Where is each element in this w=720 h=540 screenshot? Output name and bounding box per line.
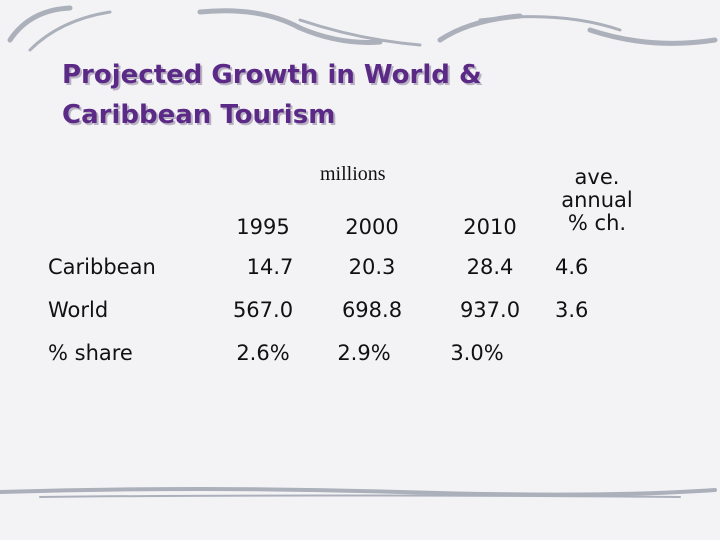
row-label: World xyxy=(48,298,109,322)
row-label: % share xyxy=(48,341,133,365)
header-line: ave. xyxy=(574,165,620,189)
cell: 2.6% xyxy=(236,341,290,365)
cell: 28.4 xyxy=(466,255,514,279)
cell: 3.6 xyxy=(555,298,589,322)
cell: 2.9% xyxy=(337,341,391,365)
row-label: Caribbean xyxy=(48,255,156,279)
cell: 14.7 xyxy=(246,255,294,279)
header-line: annual xyxy=(561,188,633,212)
header-cell: ave. annual % ch. xyxy=(561,166,633,235)
header-line: % ch. xyxy=(567,211,627,235)
unit-label: millions xyxy=(320,163,386,185)
header-cell: 2000 xyxy=(345,215,399,239)
cell: 937.0 xyxy=(459,298,521,322)
cell: 4.6 xyxy=(555,255,589,279)
cell: 698.8 xyxy=(341,298,403,322)
title-line: Caribbean Tourism xyxy=(62,100,336,130)
cell: 20.3 xyxy=(348,255,396,279)
title-line: Projected Growth in World & xyxy=(62,60,482,90)
header-cell: 2010 xyxy=(463,215,517,239)
header-cell: 1995 xyxy=(236,215,290,239)
cell: 3.0% xyxy=(450,341,504,365)
cell: 567.0 xyxy=(232,298,294,322)
